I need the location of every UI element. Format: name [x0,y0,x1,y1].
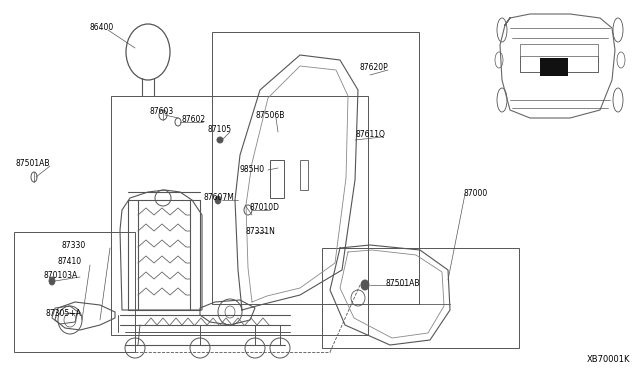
Text: 985H0: 985H0 [240,166,265,174]
Text: 87603: 87603 [150,108,174,116]
Text: 87410: 87410 [57,257,81,266]
Text: 87331N: 87331N [246,227,276,235]
Text: 870103A: 870103A [44,272,78,280]
Ellipse shape [217,137,223,143]
Text: 87620P: 87620P [360,62,388,71]
Ellipse shape [49,277,55,285]
Text: 87305+A: 87305+A [45,308,81,317]
Text: 87000: 87000 [464,189,488,198]
Bar [540,58,568,76]
Ellipse shape [215,196,221,204]
Text: 87105: 87105 [208,125,232,135]
Bar [322,248,519,348]
Text: 87010D: 87010D [250,203,280,212]
Bar [14,232,135,352]
Ellipse shape [361,280,369,290]
Text: 87501AB: 87501AB [15,158,49,167]
Bar [520,44,598,72]
Bar [520,56,598,72]
Text: XB70001K: XB70001K [586,356,630,365]
Text: 87330: 87330 [62,241,86,250]
Text: 86400: 86400 [90,23,115,32]
Text: 87602: 87602 [182,115,206,125]
Bar [111,96,368,335]
Bar [270,160,284,198]
Text: 87611Q: 87611Q [356,131,386,140]
Text: 87607M: 87607M [204,192,235,202]
Bar [212,32,419,304]
Text: 87506B: 87506B [255,110,284,119]
Bar [300,160,308,190]
Text: 87501AB: 87501AB [386,279,420,289]
